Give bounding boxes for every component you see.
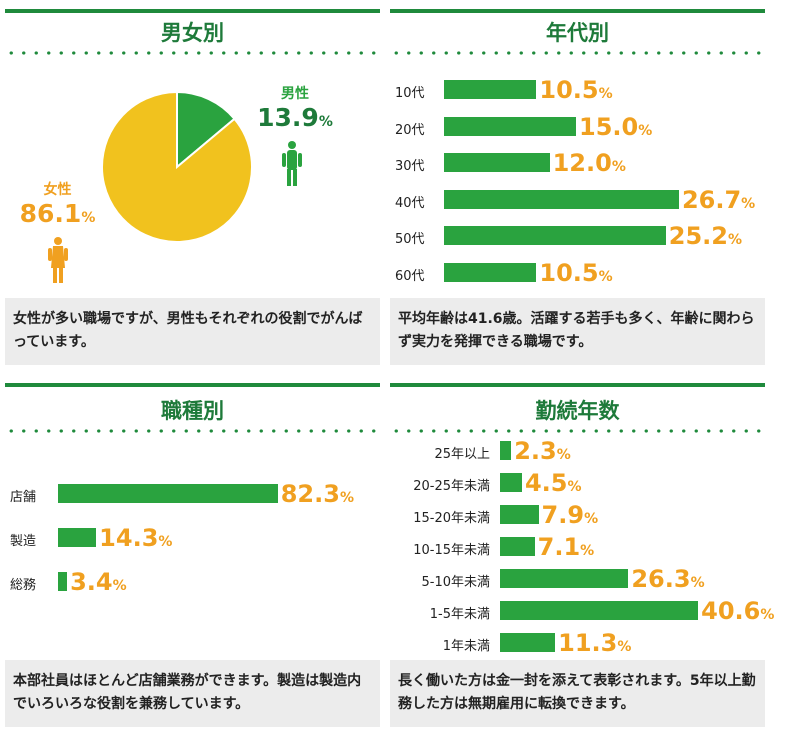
- bar: [58, 572, 68, 591]
- male-name: 男性: [281, 86, 309, 102]
- bar: [444, 262, 537, 282]
- bar-category-label: 5-10年未満: [421, 575, 490, 590]
- female-figure-icon: [48, 237, 68, 283]
- age-note: 平均年齢は41.6歳。活躍する若手も多く、年齢に関わらず実力を発揮できる職場です…: [390, 298, 765, 365]
- bar-category-label: 店舗: [10, 490, 37, 505]
- bar-value-label: 25.2%: [668, 222, 742, 250]
- bar-value-label: 3.4%: [70, 568, 127, 596]
- panel-age: 年代別 10代 10.5% 20代 15.0% 30代 12.0% 40代 26.7% 50代 2…: [390, 9, 765, 365]
- bar-value-label: 15.0%: [579, 112, 653, 141]
- bar-value-label: 2.3%: [514, 437, 571, 465]
- bar: [500, 505, 539, 524]
- bar: [444, 116, 576, 136]
- bar-value-label: 10.5%: [539, 76, 613, 104]
- bar-category-label: 20-25年未満: [413, 479, 490, 494]
- dotted-divider: [5, 429, 380, 433]
- bar: [500, 537, 535, 556]
- pie-slice-male: [176, 90, 236, 170]
- bar-value-label: 26.7%: [681, 185, 756, 214]
- bar-value-label: 10.5%: [539, 258, 613, 287]
- bar-value-label: 40.6%: [701, 597, 775, 625]
- bar: [500, 569, 629, 588]
- panel-title: 勤続年数: [535, 399, 620, 423]
- divider: [5, 383, 380, 387]
- female-label: 女性 86.1%: [10, 179, 105, 228]
- bar-category-label: 30代: [395, 159, 425, 174]
- bar-value-label: 26.3%: [631, 565, 705, 593]
- bar: [444, 189, 679, 209]
- panel-occupation: 職種別 店舗 82.3% 製造 14.3% 総務 3.4% 本部社員はほとんど店舗業務がで…: [5, 383, 380, 729]
- female-value: 86.1: [19, 199, 82, 228]
- bar-category-label: 25年以上: [434, 447, 490, 462]
- divider: [5, 9, 380, 13]
- bar-value-label: 7.9%: [541, 501, 599, 529]
- panel-title: 年代別: [546, 21, 609, 45]
- panel-title: 男女別: [161, 21, 224, 45]
- bar-category-label: 20代: [395, 122, 425, 138]
- bar-category-label: 製造: [10, 534, 37, 549]
- bar: [500, 601, 699, 620]
- occupation-note: 本部社員はほとんど店舗業務ができます。製造は製造内でいろいろな役割を兼務していま…: [5, 660, 380, 727]
- bar-category-label: 50代: [395, 232, 425, 247]
- male-value: 13.9: [257, 103, 319, 132]
- panel-gender: 男女別 男性 13.9% 女性 86.1% 女性が多い職場ですが、男性もそれぞれ…: [5, 9, 380, 365]
- bar: [500, 473, 522, 492]
- bar-value-label: 14.3%: [99, 524, 173, 552]
- bar-category-label: 総務: [10, 578, 37, 593]
- bar-category-label: 1年未満: [442, 639, 490, 654]
- bar-value-label: 11.3%: [558, 629, 632, 657]
- bar-category-label: 15-20年未満: [413, 511, 490, 526]
- bar-category-label: 10-15年未満: [413, 543, 490, 558]
- bar-category-label: 40代: [395, 195, 425, 211]
- dotted-divider: [390, 51, 765, 55]
- bar-value-label: 12.0%: [552, 149, 626, 177]
- dotted-divider: [5, 51, 380, 55]
- bar-value-label: 4.5%: [524, 469, 582, 497]
- bar: [500, 441, 512, 460]
- tenure-note: 長く働いた方は金一封を添えて表彰されます。5年以上勤務した方は無期雇用に転換でき…: [390, 660, 765, 727]
- bar: [58, 484, 278, 503]
- divider: [390, 9, 765, 13]
- pie-slice-female: [101, 90, 253, 243]
- bar: [500, 633, 556, 652]
- bar: [444, 226, 666, 245]
- bar-value-label: 82.3%: [280, 480, 354, 508]
- bar-category-label: 60代: [395, 268, 425, 284]
- female-name: 女性: [43, 182, 72, 198]
- bar-value-label: 7.1%: [537, 533, 595, 561]
- divider: [390, 383, 765, 387]
- bar: [58, 528, 97, 547]
- gender-note: 女性が多い職場ですが、男性もそれぞれの役割でがんばっています。: [5, 298, 380, 365]
- bar: [444, 153, 550, 172]
- male-figure-icon: [282, 141, 302, 186]
- male-label: 男性 13.9%: [255, 83, 335, 132]
- panel-title: 職種別: [161, 399, 224, 423]
- bar: [444, 80, 537, 99]
- bar-category-label: 1-5年未満: [429, 607, 490, 622]
- gender-pie: [48, 90, 302, 283]
- bar-category-label: 10代: [395, 86, 425, 101]
- dotted-divider: [390, 429, 765, 433]
- panel-tenure: 勤続年数 25年以上 2.3% 20-25年未満 4.5% 15-20年未満 7.9% 10…: [390, 383, 774, 729]
